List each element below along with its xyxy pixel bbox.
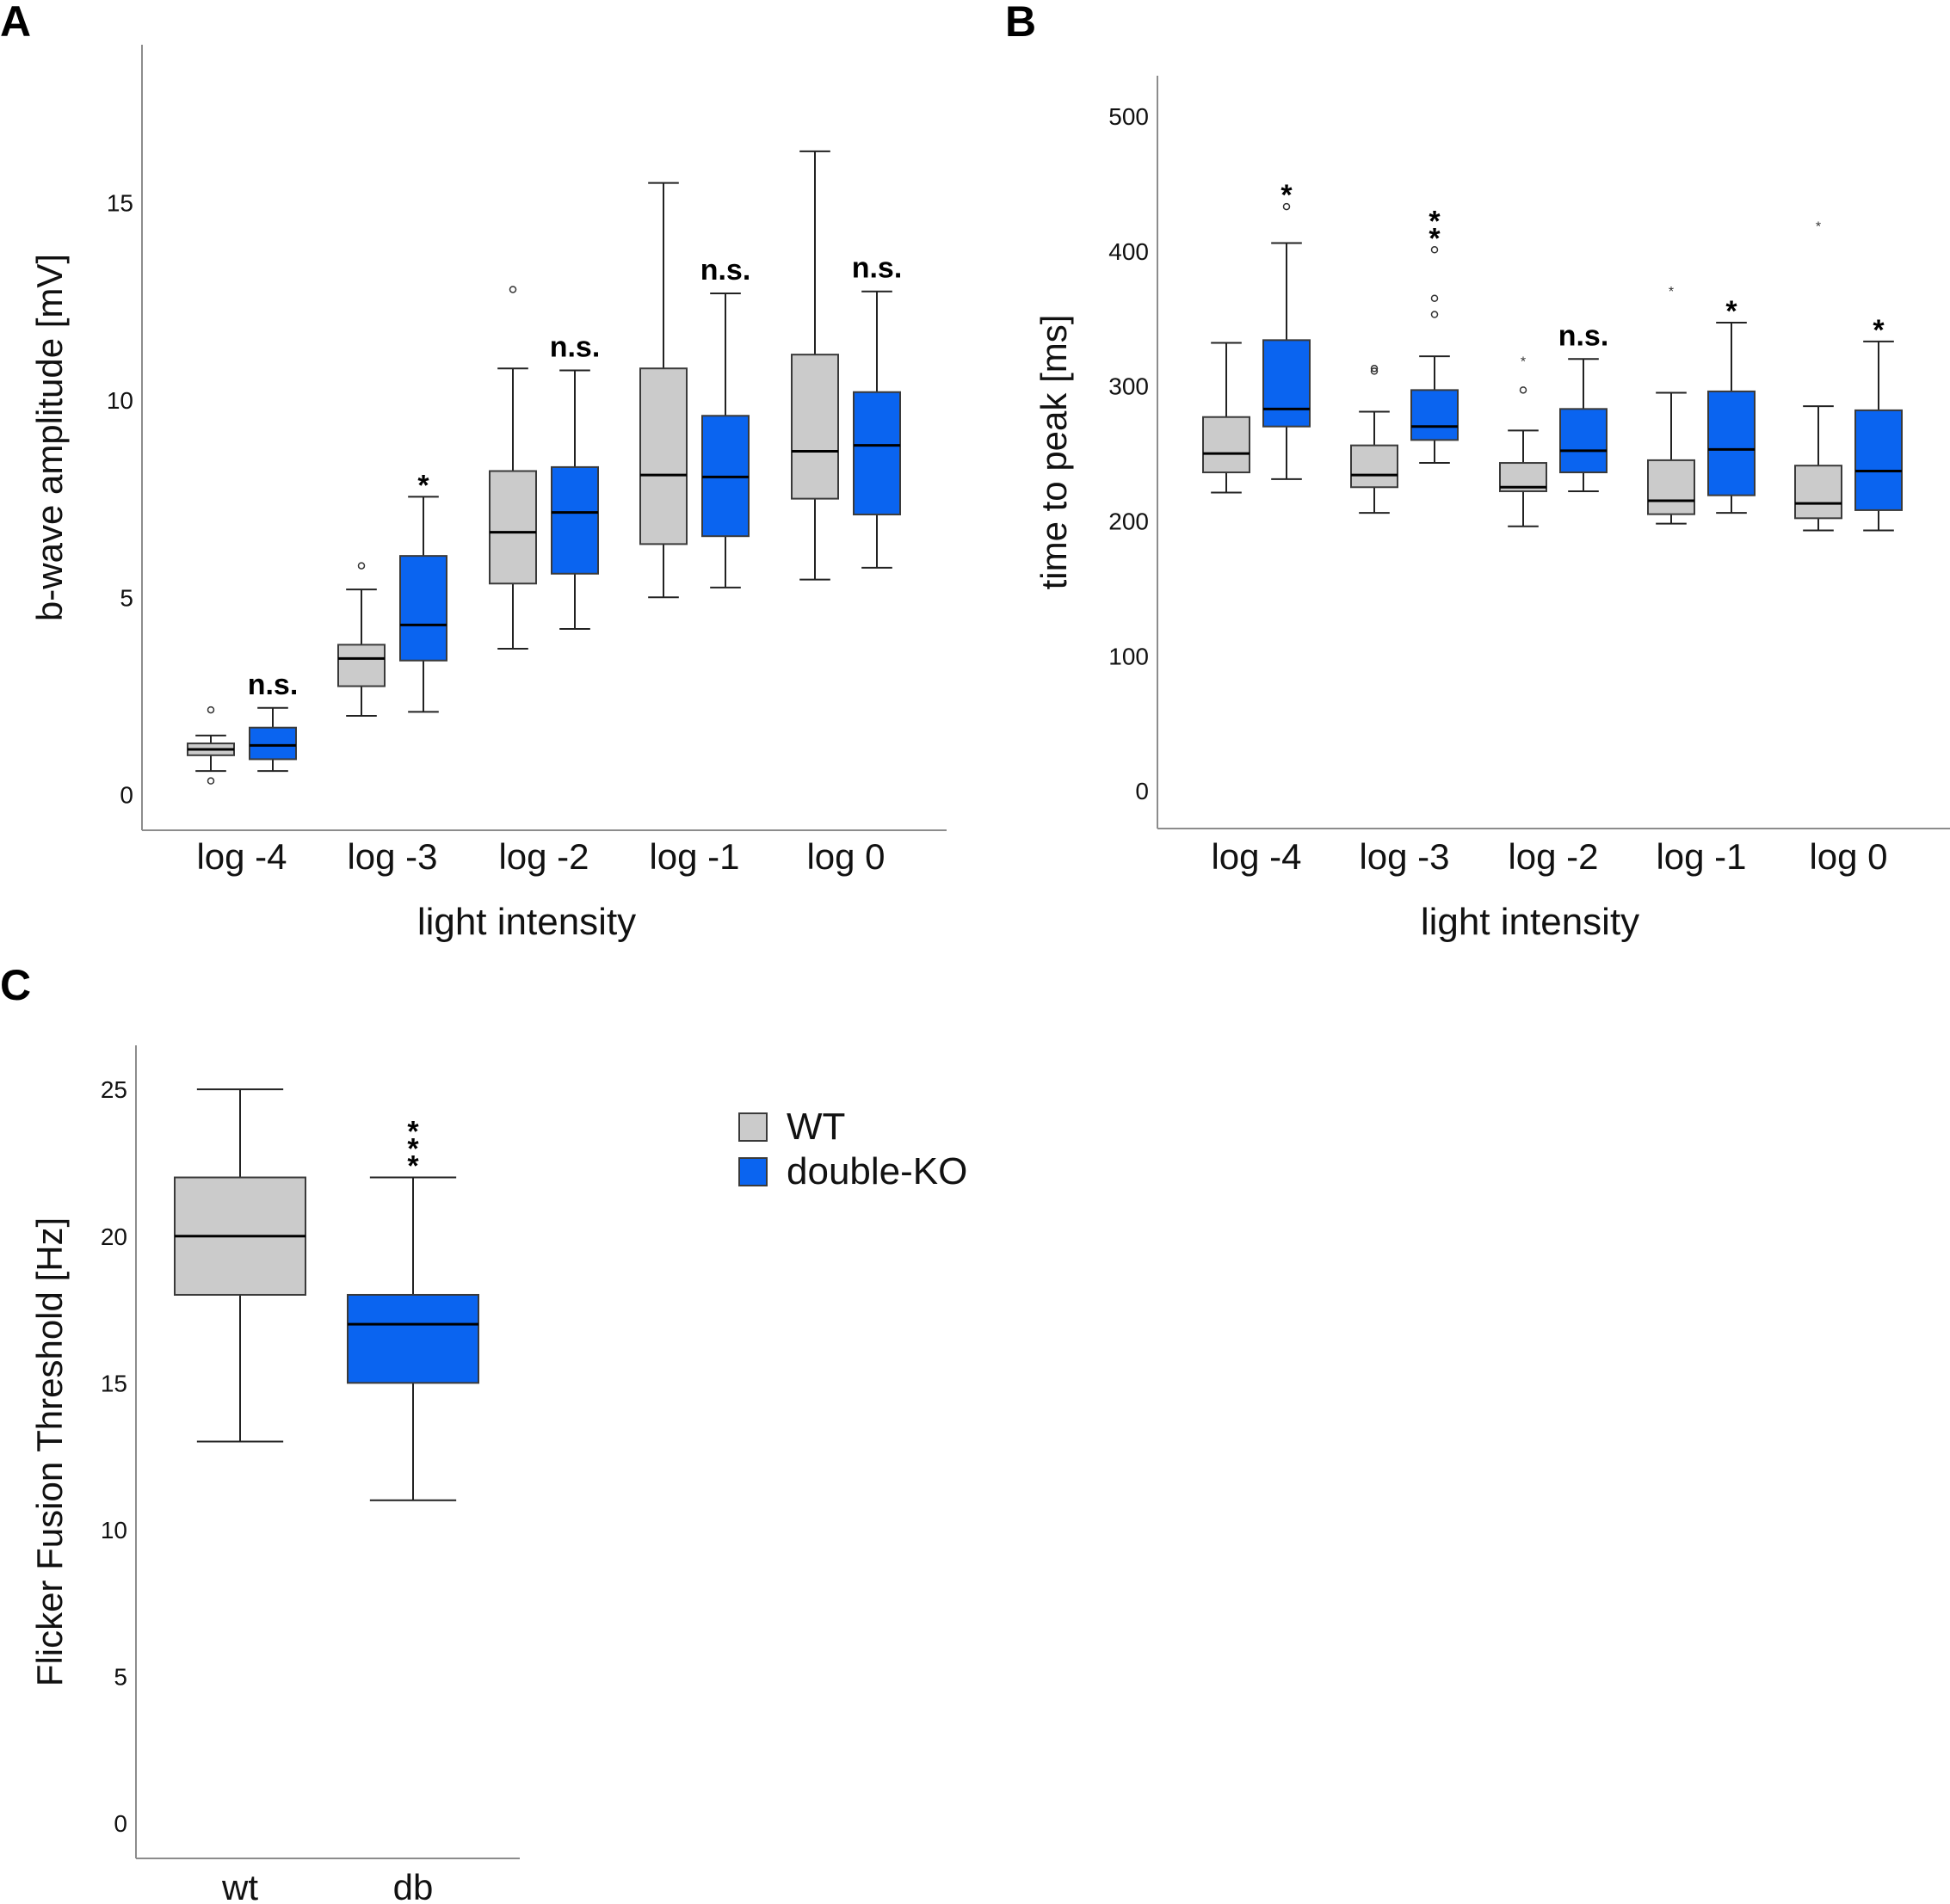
dko-0-box <box>249 726 297 761</box>
x-tick-label: log -1 <box>1656 836 1746 877</box>
significance-label-star: * <box>1873 314 1885 347</box>
panel-c-chart: C 0 5 10 15 20 25 Flicker Fusion Threshold [Hz]… <box>0 961 520 1904</box>
wt-3-box <box>1647 459 1695 515</box>
x-tick-label: log -1 <box>649 836 739 877</box>
x-axis-label: light intensity <box>417 901 636 943</box>
dko-4-box <box>1854 409 1903 511</box>
wt-2-box <box>489 470 537 585</box>
y-tick-label: 10 <box>101 1517 127 1544</box>
wt-4-extreme: * <box>1816 219 1821 234</box>
dko-0-box <box>1262 339 1311 428</box>
significance-label: n.s. <box>550 331 601 364</box>
dko-1-outlier <box>1430 246 1439 254</box>
y-tick-label: 0 <box>114 1810 127 1837</box>
y-tick-label: 10 <box>107 387 133 414</box>
y-tick-label: 15 <box>107 190 133 217</box>
panel-letter-b: B <box>1005 0 1036 46</box>
dko-4-box <box>853 391 901 515</box>
x-tick-label: wt <box>221 1867 258 1904</box>
significance-label: n.s. <box>1558 319 1609 352</box>
dko-2-box <box>1559 408 1608 474</box>
dko-1-box <box>399 555 447 662</box>
legend-item-wt: WT <box>738 1105 967 1149</box>
x-tick-label: log 0 <box>1809 836 1887 877</box>
significance-label-star: * <box>1429 222 1441 255</box>
wt-4-box <box>791 354 839 500</box>
wt-3-extreme: * <box>1669 285 1674 299</box>
significance-label: n.s. <box>852 252 903 285</box>
legend-label-double-ko: double-KO <box>787 1150 968 1192</box>
x-tick-label: log -3 <box>347 836 437 877</box>
x-tick-label: log -4 <box>196 836 287 877</box>
significance-label-star: * <box>1280 179 1293 212</box>
wt-2-extreme: * <box>1521 354 1526 369</box>
x-axis-label: light intensity <box>1421 901 1639 943</box>
y-tick-label: 15 <box>101 1370 127 1396</box>
significance-label-star: * <box>417 469 429 502</box>
y-axis-label: Flicker Fusion Threshold [Hz] <box>29 1217 70 1686</box>
y-tick-label: 25 <box>101 1076 127 1103</box>
panel-a-chart: A 0 5 10 15 b-wave amplitude [mV] light intens… <box>0 0 947 943</box>
y-tick-label: 300 <box>1108 373 1149 400</box>
wt-0-outlier <box>207 706 215 714</box>
dko-2-box <box>551 465 599 575</box>
y-tick-label: 20 <box>101 1223 127 1250</box>
wt-2-outlier <box>1519 386 1527 394</box>
wt-1-outlier <box>357 562 366 570</box>
wt-1-outlier <box>1370 365 1379 373</box>
x-tick-label: db <box>393 1867 434 1904</box>
wt-1-box <box>1350 444 1398 489</box>
significance-label-star: * <box>1725 295 1737 328</box>
dko-1-box <box>1410 389 1459 441</box>
dko-3-box <box>1707 390 1756 496</box>
y-tick-label: 500 <box>1108 103 1149 130</box>
panel-b-chart: B 0 100 200 300 400 500 time to peak [ms] light … <box>1005 0 1950 943</box>
panel-letter-c: C <box>0 961 31 1009</box>
dko-0-outlier <box>1282 202 1291 211</box>
x-tick-label: log -2 <box>498 836 589 877</box>
dko-1-outlier <box>1430 311 1439 318</box>
wt-2-outlier <box>509 286 517 293</box>
y-tick-label: 0 <box>1135 778 1149 804</box>
wt-3-box <box>639 367 688 545</box>
y-tick-label: 0 <box>120 782 133 809</box>
significance-label: n.s. <box>700 254 751 287</box>
significance-label-star: * <box>407 1116 419 1149</box>
y-tick-label: 5 <box>114 1663 127 1690</box>
wt-0-outlier <box>207 777 215 785</box>
significance-label-star: * <box>407 1150 419 1183</box>
y-tick-label: 200 <box>1108 508 1149 534</box>
wt-1-box <box>337 644 386 687</box>
legend-item-double-ko: double-KO <box>738 1149 967 1194</box>
wt-4-box <box>1794 465 1842 520</box>
x-tick-label: log -3 <box>1359 836 1449 877</box>
y-tick-label: 100 <box>1108 643 1149 669</box>
legend-label-wt: WT <box>787 1106 846 1148</box>
dko-1-outlier <box>1430 294 1439 302</box>
y-tick-label: 400 <box>1108 238 1149 265</box>
legend-swatch-double-ko <box>738 1157 768 1186</box>
wt-1-outlier <box>1370 367 1379 375</box>
significance-label-star: * <box>1429 205 1441 237</box>
x-tick-label: log -2 <box>1508 836 1598 877</box>
db-box <box>347 1293 479 1384</box>
x-tick-label: log -4 <box>1211 836 1301 877</box>
y-axis-label: b-wave amplitude [mV] <box>29 254 70 621</box>
significance-label: n.s. <box>248 669 299 701</box>
y-tick-label: 5 <box>120 584 133 611</box>
significance-label-star: * <box>407 1133 419 1166</box>
wt-0-box <box>1202 416 1250 474</box>
y-axis-label: time to peak [ms] <box>1034 315 1074 590</box>
legend-swatch-wt <box>738 1112 768 1142</box>
x-tick-label: log 0 <box>806 836 885 877</box>
panel-letter-a: A <box>0 0 31 46</box>
legend: WT double-KO <box>738 1105 967 1194</box>
